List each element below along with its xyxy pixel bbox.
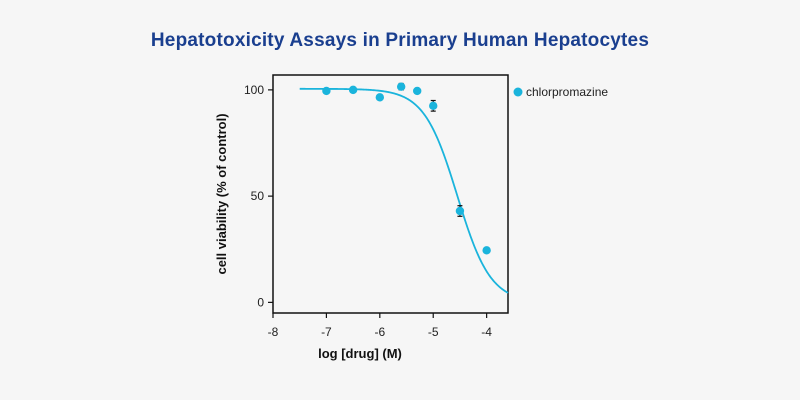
data-point [348,85,358,95]
x-axis: -8 -7 -6 -5 -4 [268,313,492,339]
axes-frame [272,74,509,314]
legend-marker [513,87,523,97]
data-point [413,86,422,96]
y-tick-label: 0 [257,295,264,309]
y-axis: 0 50 100 [244,83,273,309]
legend: chlorpromazine [513,85,608,99]
fit-curve-layer [299,87,509,294]
fit-curve [299,87,509,294]
x-tick-label: -6 [374,325,385,339]
plot-frame [272,74,509,314]
x-axis-label: log [drug] (M) [318,346,402,361]
data-point [322,86,331,96]
data-point [396,82,406,91]
x-tick-label: -5 [428,325,439,339]
data-point [429,101,438,111]
data-point [455,206,465,216]
data-points [322,82,491,255]
y-axis-label: cell viability (% of control) [214,113,229,274]
legend-label: chlorpromazine [526,85,608,99]
data-point [375,93,385,102]
x-tick-label: -7 [321,325,332,339]
y-tick-label: 100 [244,83,264,97]
chart-title: Hepatotoxicity Assays in Primary Human H… [150,30,650,51]
x-tick-label: -8 [268,325,279,339]
x-tick-label: -4 [481,325,492,339]
data-point [482,246,491,255]
y-tick-label: 50 [251,189,265,203]
